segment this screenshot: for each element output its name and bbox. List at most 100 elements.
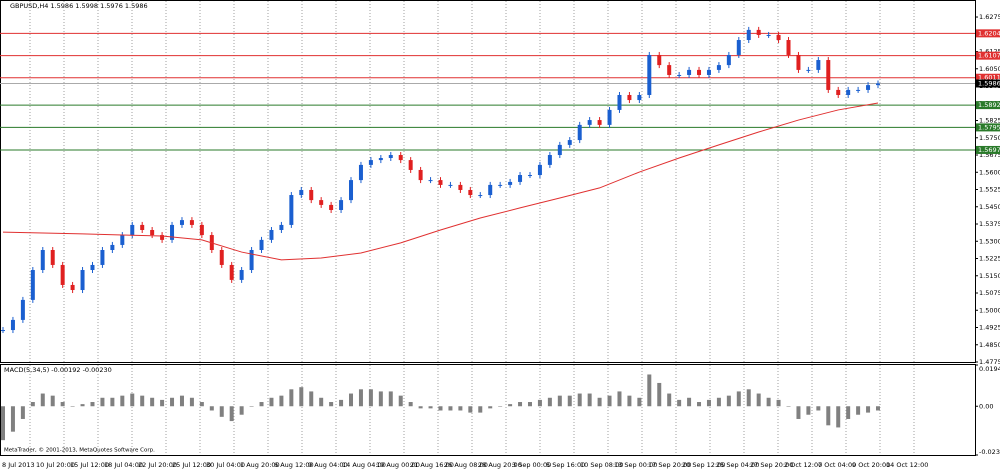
macd-bar <box>796 406 801 419</box>
macd-bar <box>458 406 463 411</box>
candle <box>170 224 175 240</box>
macd-bar <box>766 397 771 407</box>
candle <box>498 184 503 186</box>
macd-bar <box>468 406 473 413</box>
macd-bar <box>816 406 821 411</box>
candle <box>716 65 721 70</box>
footer: MetaTrader, © 2001-2013, MetaQuotes Soft… <box>4 447 155 454</box>
y-tick-label: 1.5225 <box>979 255 1000 263</box>
y-tick-label: 1.6275 <box>979 13 1000 21</box>
macd-bar <box>856 406 861 415</box>
macd-bar <box>876 406 880 411</box>
candle <box>667 65 672 75</box>
candle <box>259 239 264 251</box>
x-tick-label: 25 Sep 04:00 <box>716 461 759 469</box>
candle <box>418 169 423 181</box>
macd-bar <box>697 402 702 407</box>
candle <box>826 60 831 90</box>
x-tick-label: 9 Oct 20:00 <box>852 461 890 469</box>
macd-bar <box>269 397 274 407</box>
y-tick-label: 0.01947 <box>979 365 1000 373</box>
candle <box>786 40 791 55</box>
macd-frame <box>0 364 976 456</box>
y-tick-label: 1.5075 <box>979 289 1000 297</box>
candle <box>657 54 662 66</box>
macd-bar <box>289 389 294 407</box>
candle <box>677 74 682 76</box>
candle <box>726 54 731 66</box>
macd-bar <box>706 399 711 407</box>
x-tick-label: 6 Aug 12:00 <box>274 461 314 469</box>
macd-title: MACD(5,34,5) -0.00192 -0.00230 <box>4 366 112 374</box>
level-label: 1.6107 <box>978 52 1000 60</box>
level-label: 1.5986 <box>978 79 1000 87</box>
candle <box>836 89 841 95</box>
level-label: 1.5697 <box>978 146 1000 154</box>
candle <box>537 164 542 176</box>
macd-bar <box>667 393 672 407</box>
macd-bar <box>279 395 284 407</box>
candle <box>90 264 95 271</box>
candle <box>766 34 771 36</box>
macd-bar <box>786 406 791 407</box>
candle <box>30 270 35 300</box>
candle <box>647 54 652 95</box>
x-tick-label: 9 Aug 04:00 <box>308 461 348 469</box>
macd-bar <box>179 395 184 407</box>
x-tick-label: 14 Aug 04:00 <box>342 461 386 469</box>
x-tick-label: 21 Aug 16:00 <box>410 461 454 469</box>
level-label-box <box>976 101 1000 110</box>
candle <box>229 264 234 280</box>
y-tick-label: 1.5750 <box>979 134 1000 142</box>
candle <box>428 180 433 182</box>
macd-bar <box>617 391 622 407</box>
macd-bar <box>80 404 85 407</box>
candle <box>547 155 552 165</box>
candle <box>20 299 25 320</box>
x-tick-label: 18 Jul 04:00 <box>104 461 143 469</box>
candle <box>607 109 612 125</box>
candle <box>508 181 513 185</box>
candle <box>70 284 75 291</box>
macd-bar <box>846 406 851 419</box>
macd-bar <box>428 406 433 409</box>
candle <box>776 34 781 41</box>
candle <box>448 184 453 186</box>
macd-bar <box>657 382 662 407</box>
macd-bar <box>329 402 334 407</box>
macd-bar <box>448 406 453 411</box>
x-tick-label: 3 Sep 00:00 <box>512 461 551 469</box>
candle <box>806 69 811 71</box>
macd-bar <box>498 406 503 407</box>
candle <box>219 250 224 265</box>
macd-bar <box>199 402 204 407</box>
candle <box>40 250 45 271</box>
macd-bar <box>716 397 721 407</box>
candle <box>876 83 880 86</box>
y-tick-label: 1.5150 <box>979 272 1000 280</box>
candle <box>289 195 294 225</box>
macd-bar <box>687 397 692 407</box>
x-tick-label: 2 Oct 12:00 <box>784 461 822 469</box>
y-tick-label: 1.5825 <box>979 117 1000 125</box>
x-tick-label: 8 Jul 2013 <box>2 461 35 469</box>
macd-bar <box>259 402 264 407</box>
candle <box>627 94 632 101</box>
macd-bar <box>866 406 871 413</box>
macd-bar <box>826 406 831 426</box>
candle <box>378 158 383 161</box>
candle <box>199 224 204 236</box>
candle <box>339 200 344 210</box>
candle <box>617 94 622 110</box>
y-tick-label: 1.5675 <box>979 151 1000 159</box>
macd-bar <box>577 393 582 407</box>
y-tick-label: 0.00 <box>979 402 993 410</box>
candle <box>249 250 254 271</box>
x-tick-label: 14 Oct 12:00 <box>886 461 928 469</box>
macd-bar <box>836 406 841 428</box>
macd-bar <box>1 406 5 441</box>
candle <box>368 160 373 165</box>
macd-bar <box>408 402 413 407</box>
macd-bar <box>557 395 562 407</box>
x-tick-label: 22 Jul 20:00 <box>138 461 177 469</box>
